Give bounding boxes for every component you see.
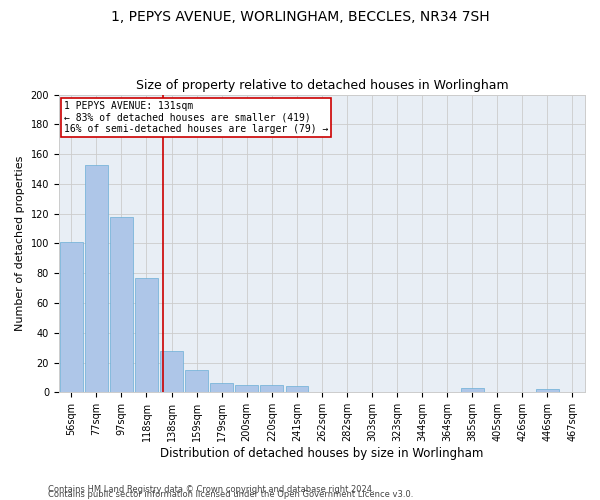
Title: Size of property relative to detached houses in Worlingham: Size of property relative to detached ho… [136, 79, 508, 92]
Bar [235, 385, 258, 392]
Bar [85, 164, 107, 392]
Bar [135, 278, 158, 392]
Bar [211, 384, 233, 392]
Y-axis label: Number of detached properties: Number of detached properties [15, 156, 25, 331]
Bar [461, 388, 484, 392]
Bar [536, 390, 559, 392]
Text: 1 PEPYS AVENUE: 131sqm
← 83% of detached houses are smaller (419)
16% of semi-de: 1 PEPYS AVENUE: 131sqm ← 83% of detached… [64, 100, 328, 134]
Bar [286, 386, 308, 392]
Bar [185, 370, 208, 392]
X-axis label: Distribution of detached houses by size in Worlingham: Distribution of detached houses by size … [160, 447, 484, 460]
Bar [160, 350, 183, 393]
Text: Contains public sector information licensed under the Open Government Licence v3: Contains public sector information licen… [48, 490, 413, 499]
Text: Contains HM Land Registry data © Crown copyright and database right 2024.: Contains HM Land Registry data © Crown c… [48, 484, 374, 494]
Text: 1, PEPYS AVENUE, WORLINGHAM, BECCLES, NR34 7SH: 1, PEPYS AVENUE, WORLINGHAM, BECCLES, NR… [110, 10, 490, 24]
Bar [260, 385, 283, 392]
Bar [110, 216, 133, 392]
Bar [60, 242, 83, 392]
